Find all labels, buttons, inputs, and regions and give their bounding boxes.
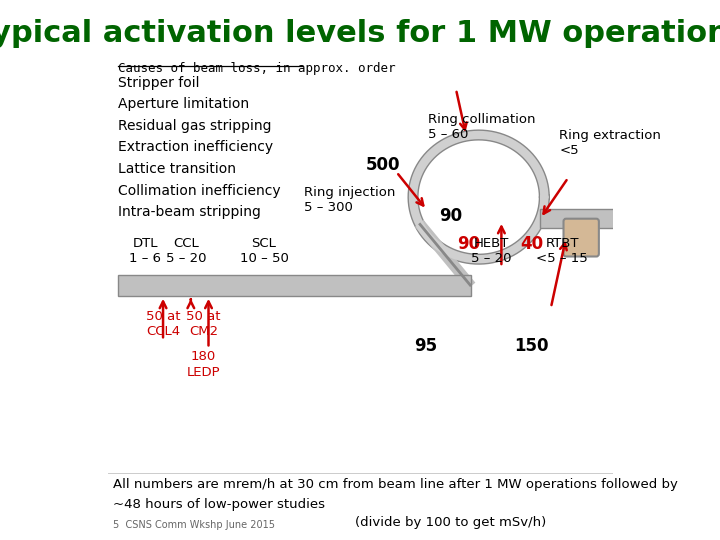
Text: 500: 500 bbox=[366, 156, 400, 174]
Text: ~48 hours of low-power studies: ~48 hours of low-power studies bbox=[112, 498, 325, 511]
Text: 5  CSNS Comm Wkshp June 2015: 5 CSNS Comm Wkshp June 2015 bbox=[112, 520, 274, 530]
Text: 95: 95 bbox=[414, 336, 437, 355]
Text: (divide by 100 to get mSv/h): (divide by 100 to get mSv/h) bbox=[355, 516, 546, 529]
Text: Lattice transition: Lattice transition bbox=[117, 162, 235, 176]
Text: 50 at
CM2: 50 at CM2 bbox=[186, 310, 221, 338]
Text: Typical activation levels for 1 MW operations: Typical activation levels for 1 MW opera… bbox=[0, 19, 720, 48]
Text: Residual gas stripping: Residual gas stripping bbox=[117, 119, 271, 133]
Text: HEBT
5 – 20: HEBT 5 – 20 bbox=[471, 237, 511, 265]
Text: 50 at
CCL4: 50 at CCL4 bbox=[145, 310, 180, 338]
Text: Extraction inefficiency: Extraction inefficiency bbox=[117, 140, 273, 154]
Text: Ring collimation
5 – 60: Ring collimation 5 – 60 bbox=[428, 113, 536, 141]
Text: Intra-beam stripping: Intra-beam stripping bbox=[117, 205, 261, 219]
Text: RTBT
<5 – 15: RTBT <5 – 15 bbox=[536, 237, 588, 265]
Text: 180
LEDP: 180 LEDP bbox=[186, 350, 220, 379]
Text: All numbers are mrem/h at 30 cm from beam line after 1 MW operations followed by: All numbers are mrem/h at 30 cm from bea… bbox=[112, 478, 678, 491]
Text: Causes of beam loss, in approx. order: Causes of beam loss, in approx. order bbox=[117, 62, 395, 75]
Text: Stripper foil: Stripper foil bbox=[117, 76, 199, 90]
Text: 40: 40 bbox=[520, 235, 544, 253]
Text: CCL
5 – 20: CCL 5 – 20 bbox=[166, 237, 206, 265]
Text: 150: 150 bbox=[515, 336, 549, 355]
Text: SCL
10 – 50: SCL 10 – 50 bbox=[240, 237, 289, 265]
Text: Collimation inefficiency: Collimation inefficiency bbox=[117, 184, 280, 198]
Text: 90: 90 bbox=[457, 235, 480, 253]
Bar bbox=[117, 275, 471, 296]
FancyBboxPatch shape bbox=[564, 219, 599, 256]
Text: Aperture limitation: Aperture limitation bbox=[117, 97, 248, 111]
Text: DTL
1 – 6: DTL 1 – 6 bbox=[130, 237, 161, 265]
Text: Ring extraction
<5: Ring extraction <5 bbox=[559, 129, 662, 157]
Bar bbox=[541, 208, 639, 228]
Text: Ring injection
5 – 300: Ring injection 5 – 300 bbox=[305, 186, 396, 214]
Text: 90: 90 bbox=[439, 207, 462, 225]
